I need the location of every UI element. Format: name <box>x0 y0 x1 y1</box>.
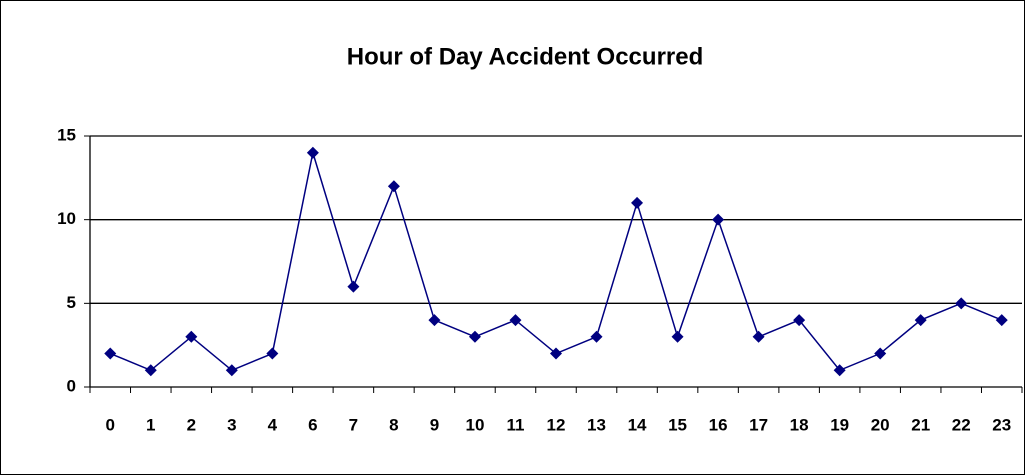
marker <box>712 213 725 226</box>
marker <box>225 364 238 377</box>
marker <box>914 314 927 327</box>
y-tick-label: 10 <box>57 209 76 228</box>
x-tick-label: 2 <box>187 415 196 434</box>
marker <box>631 196 644 209</box>
marker <box>144 364 157 377</box>
x-tick-label: 22 <box>952 415 971 434</box>
marker <box>428 314 441 327</box>
x-tick-label: 0 <box>106 415 115 434</box>
marker <box>550 347 562 360</box>
marker <box>995 314 1008 327</box>
y-tick-label: 15 <box>57 125 76 144</box>
x-tick-label: 1 <box>146 415 155 434</box>
x-tick-label: 18 <box>790 415 809 434</box>
x-tick-label: 17 <box>749 415 768 434</box>
marker <box>874 347 887 360</box>
x-tick-label: 6 <box>308 415 317 434</box>
x-tick-label: 9 <box>430 415 439 434</box>
marker <box>955 297 968 310</box>
marker <box>266 347 279 360</box>
marker <box>752 330 765 343</box>
x-tick-label: 12 <box>547 415 566 434</box>
x-tick-label: 20 <box>871 415 890 434</box>
x-tick-label: 3 <box>227 415 236 434</box>
x-tick-label: 23 <box>992 415 1011 434</box>
x-tick-label: 10 <box>465 415 484 434</box>
x-tick-label: 8 <box>389 415 398 434</box>
marker <box>185 330 198 343</box>
marker <box>590 330 603 343</box>
y-tick-label: 0 <box>67 376 76 395</box>
x-tick-label: 15 <box>668 415 687 434</box>
x-tick-label: 4 <box>268 415 278 434</box>
marker <box>833 364 846 377</box>
x-tick-label: 14 <box>628 415 647 434</box>
y-tick-label: 5 <box>67 293 76 312</box>
marker <box>793 314 806 327</box>
x-tick-label: 19 <box>830 415 849 434</box>
x-tick-label: 11 <box>506 415 524 434</box>
x-tick-label: 21 <box>911 415 930 434</box>
marker <box>468 330 481 343</box>
marker <box>387 180 400 193</box>
x-tick-label: 16 <box>709 415 728 434</box>
marker <box>347 280 360 293</box>
marker <box>306 146 319 159</box>
marker <box>671 330 684 343</box>
chart-title: Hour of Day Accident Occurred <box>347 43 704 70</box>
x-tick-label: 7 <box>349 415 358 434</box>
marker <box>104 347 117 360</box>
x-tick-label: 13 <box>587 415 606 434</box>
marker <box>509 314 522 327</box>
